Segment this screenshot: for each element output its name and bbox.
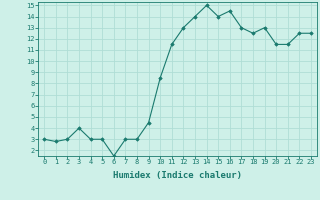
X-axis label: Humidex (Indice chaleur): Humidex (Indice chaleur) bbox=[113, 171, 242, 180]
